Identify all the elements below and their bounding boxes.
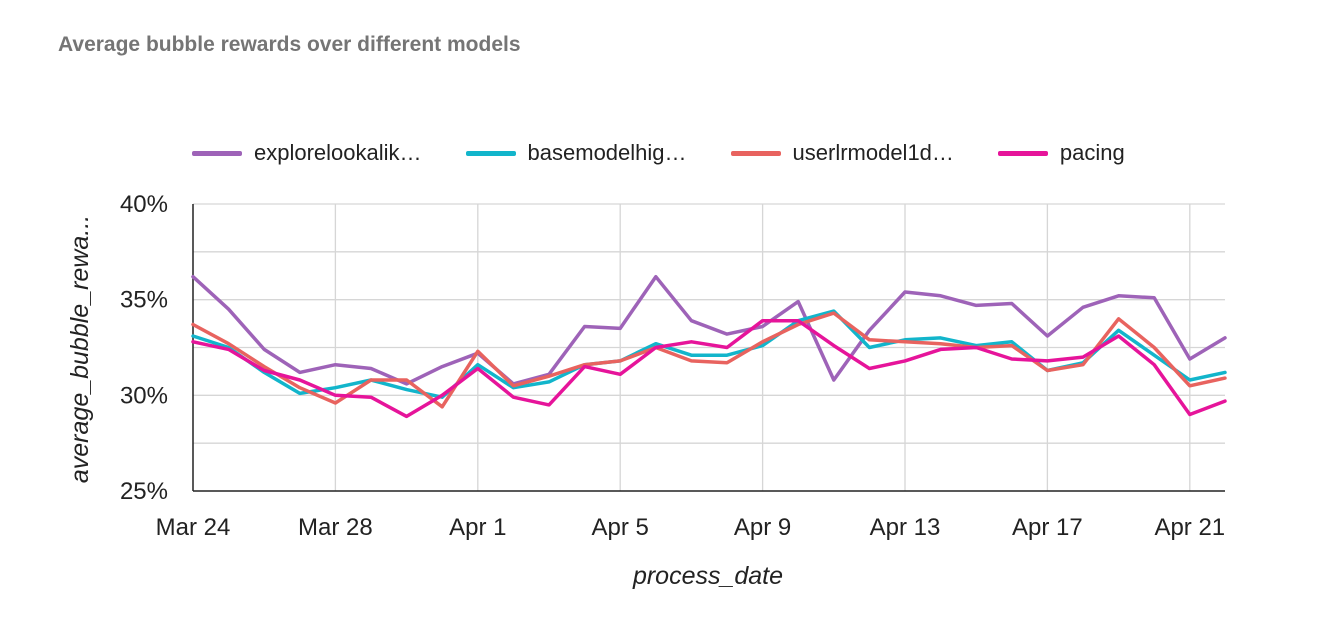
grid: [193, 203, 1225, 491]
legend-item-explorelookalike[interactable]: explorelookalik…: [192, 140, 422, 166]
legend-item-basemodelhigh[interactable]: basemodelhig…: [465, 140, 687, 166]
y-tick-label: 35%: [120, 287, 168, 314]
x-tick-label: Apr 9: [734, 514, 791, 541]
legend-swatch: [192, 150, 242, 156]
x-tick-label: Apr 5: [592, 514, 649, 541]
axes: Mar 24 Mar 28 Apr 1 Apr 5 Apr 9 Apr 13 Apr 17 A…: [120, 191, 1225, 541]
legend-swatch: [730, 150, 781, 156]
legend-label: basemodelhig…: [527, 140, 687, 165]
chart-title: Average bubble rewards over different mo…: [58, 33, 521, 56]
legend-label: explorelookalik…: [254, 140, 422, 165]
x-tick-label: Apr 21: [1154, 514, 1225, 541]
y-axis-label: average_bubble_rewa...: [66, 215, 94, 483]
y-tick-label: 40%: [120, 191, 168, 218]
legend-label: pacing: [1059, 140, 1125, 165]
x-tick-label: Apr 13: [870, 514, 941, 541]
x-tick-label: Mar 24: [156, 514, 231, 541]
y-tick-label: 25%: [120, 478, 168, 505]
legend: explorelookalik… basemodelhig… userlrmod…: [192, 138, 1125, 168]
legend-swatch: [465, 150, 516, 156]
x-axis-label: process_date: [632, 562, 783, 590]
axis-labels: process_date average_bubble_rewa...: [66, 215, 783, 590]
y-tick-label: 30%: [120, 382, 168, 409]
series-line-0: [191, 274, 1227, 386]
x-tick-label: Apr 17: [1012, 514, 1083, 541]
x-tick-label: Mar 28: [298, 514, 373, 541]
series-line-1: [191, 309, 1227, 399]
legend-swatch: [997, 150, 1048, 156]
legend-item-pacing[interactable]: pacing: [997, 140, 1125, 166]
x-tick-label: Apr 1: [449, 514, 506, 541]
series-line-2: [191, 311, 1227, 409]
series-lines: [191, 274, 1227, 419]
legend-item-userlrmodel1d[interactable]: userlrmodel1d…: [730, 140, 954, 166]
series-line-3: [191, 318, 1227, 419]
legend-label: userlrmodel1d…: [792, 140, 954, 165]
